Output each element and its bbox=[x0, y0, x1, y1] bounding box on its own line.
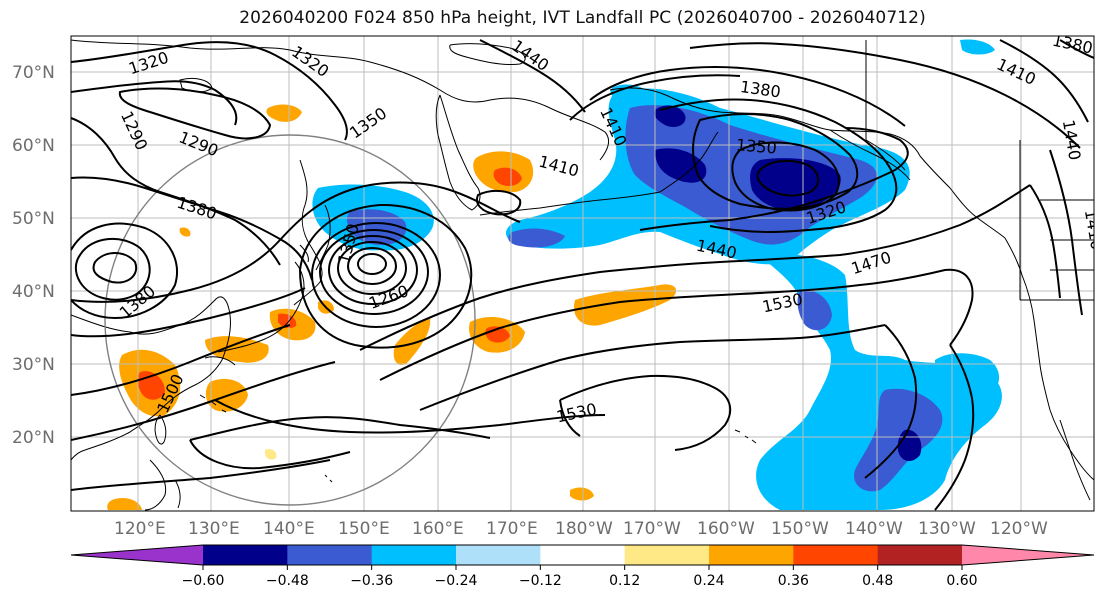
lon-label: 140°W bbox=[845, 519, 903, 539]
lon-label: 150°E bbox=[338, 519, 390, 539]
ivt-pos-pacific-3 bbox=[393, 318, 431, 366]
colorbar-tick-label: 0.12 bbox=[609, 573, 640, 589]
lon-label: 160°W bbox=[697, 519, 755, 539]
lon-label: 150°W bbox=[771, 519, 829, 539]
figure-title: 2026040200 F024 850 hPa height, IVT Land… bbox=[239, 8, 926, 28]
lon-axis: 120°E 130°E 140°E 150°E 160°E 170°E 180°… bbox=[114, 519, 1048, 539]
ivt-pos-pacific-2 bbox=[574, 284, 677, 326]
ivt-plume-south-mid bbox=[797, 289, 832, 331]
colorbar-tick-label: 0.60 bbox=[946, 573, 977, 589]
colorbar-tick-label: 0.24 bbox=[693, 573, 724, 589]
ivt-pos-kamchatka-core bbox=[493, 167, 522, 186]
ivt-pos-japan-south bbox=[205, 336, 269, 363]
ivt-blob-alaska-dark-2 bbox=[750, 158, 841, 211]
colorbar-tick-label: 0.36 bbox=[778, 573, 809, 589]
colorbar-segment bbox=[877, 545, 963, 565]
colorbar-segment bbox=[624, 545, 710, 565]
lon-label: 170°W bbox=[623, 519, 681, 539]
ivt-tongue-west bbox=[508, 228, 565, 248]
lon-label: 120°W bbox=[990, 519, 1048, 539]
coastlines bbox=[71, 39, 1094, 511]
ivt-plume-south-mid-2 bbox=[854, 388, 943, 492]
lon-label: 130°W bbox=[918, 519, 976, 539]
colorbar-tick-label: −0.24 bbox=[435, 573, 478, 589]
ivt-patch-alaska-north bbox=[960, 39, 995, 55]
lon-label: 160°E bbox=[412, 519, 464, 539]
colorbar-tick-label: 0.48 bbox=[862, 573, 893, 589]
lat-label: 60°N bbox=[12, 136, 55, 156]
colorbar-tick-label: −0.12 bbox=[519, 573, 562, 589]
ivt-pos-southwest bbox=[107, 498, 142, 510]
lat-label: 70°N bbox=[12, 63, 55, 83]
colorbar-extend-max bbox=[962, 545, 1094, 565]
colorbar-segment bbox=[793, 545, 879, 565]
colorbar: −0.60 −0.48 −0.36 −0.24 −0.12 0.12 0.24 0.36 0.4… bbox=[70, 544, 1095, 589]
ivt-pos-siberia bbox=[266, 104, 302, 122]
ivt-pos-south-small bbox=[570, 487, 594, 501]
colorbar-segment bbox=[371, 545, 457, 565]
ivt-pos-small-4 bbox=[179, 227, 191, 237]
colorbar-extend-min bbox=[71, 545, 203, 565]
lon-label: 180°W bbox=[555, 519, 613, 539]
colorbar-tick-label: −0.60 bbox=[182, 573, 225, 589]
colorbar-segment bbox=[203, 545, 288, 565]
colorbar-tick-label: −0.48 bbox=[266, 573, 309, 589]
colorbar-segment bbox=[287, 545, 373, 565]
graticule bbox=[71, 36, 1094, 511]
ivt-blob-alaska-dark-3 bbox=[654, 105, 686, 127]
height-contours bbox=[71, 39, 1094, 511]
map-frame bbox=[70, 35, 1095, 512]
lat-label: 30°N bbox=[12, 355, 55, 375]
range-circle bbox=[104, 134, 476, 506]
colorbar-segment bbox=[540, 545, 626, 565]
ivt-pos-small-3 bbox=[264, 449, 277, 460]
colorbar-segment bbox=[709, 545, 794, 565]
lon-label: 170°E bbox=[486, 519, 538, 539]
contour-label: 1350 bbox=[735, 135, 777, 157]
colorbar-tick-label: −0.36 bbox=[350, 573, 393, 589]
lat-label: 40°N bbox=[12, 282, 55, 302]
ivt-negative-shading bbox=[312, 39, 1002, 511]
lat-label: 50°N bbox=[12, 209, 55, 229]
lon-label: 120°E bbox=[114, 519, 166, 539]
lat-axis: 70°N 60°N 50°N 40°N 30°N 20°N bbox=[12, 63, 55, 448]
lon-label: 130°E bbox=[188, 519, 240, 539]
lat-label: 20°N bbox=[12, 428, 55, 448]
lon-label: 140°E bbox=[263, 519, 315, 539]
colorbar-segment bbox=[456, 545, 541, 565]
